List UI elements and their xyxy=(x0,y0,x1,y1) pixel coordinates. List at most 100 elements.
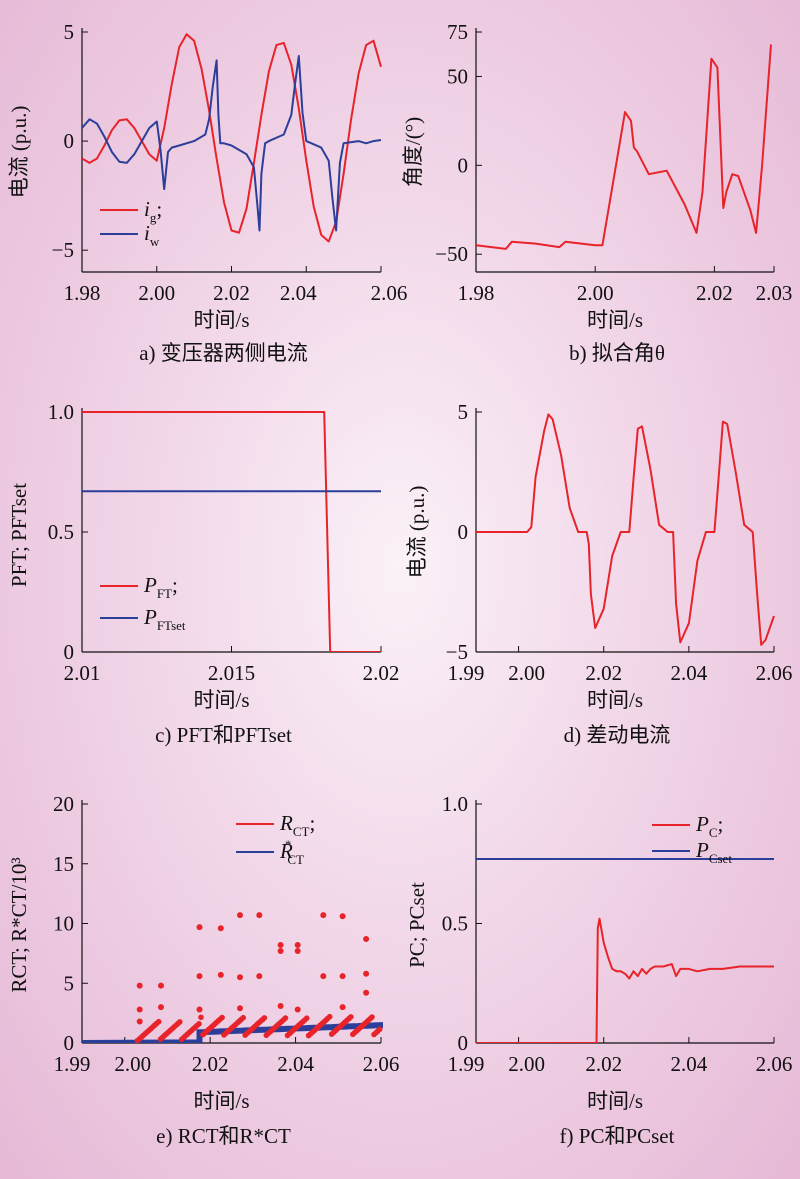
rct-point xyxy=(155,1018,162,1025)
rct-point xyxy=(376,1026,383,1033)
y-tick-label: 0 xyxy=(64,129,75,153)
x-tick-label: 1.99 xyxy=(448,661,485,685)
rct-outlier-point xyxy=(237,1005,243,1012)
legend-label-a-0: ig; xyxy=(144,197,162,225)
legend-symbol: R xyxy=(279,839,293,863)
x-tick-label: 2.04 xyxy=(670,1052,707,1076)
rct-outlier-point xyxy=(277,1003,284,1009)
y-tick-label: 0 xyxy=(64,640,75,664)
y-tick-label: 5 xyxy=(64,20,75,44)
chart-d: −5 0 5 1.99 2.00 2.02 2.04 2.06 时间/s d) 差动电流 电流 (p… xyxy=(405,400,792,747)
legend-label-a-1: iw xyxy=(144,221,160,249)
x-tick-label: 2.04 xyxy=(670,661,707,685)
x-axis-label: 时间/s xyxy=(587,308,643,332)
y-tick-label: 5 xyxy=(64,971,75,995)
y-tick-label: −50 xyxy=(435,242,468,266)
x-tick-label: 2.02 xyxy=(585,661,622,685)
rct-point xyxy=(348,1014,354,1020)
chart-a: −5 0 5 1.98 2.00 2.02 2.04 2.06 时间/s a) 变压器两侧电流 电流… xyxy=(7,20,407,365)
y-tick-label: 50 xyxy=(447,64,468,88)
x-tick-label: 1.99 xyxy=(54,1052,91,1076)
chart-f: 0 0.5 1.0 1.99 2.00 2.02 2.04 2.06 时间/s f) PC和PCs… xyxy=(405,792,792,1148)
legend-subscript: FTset xyxy=(157,618,186,633)
series-line-f-1 xyxy=(476,917,774,1043)
rct-outlier-point xyxy=(217,925,224,932)
x-tick-label: 2.02 xyxy=(363,661,400,685)
series-line-a-1 xyxy=(82,33,382,243)
x-tick-label: 2.00 xyxy=(577,281,614,305)
rct-outlier-point xyxy=(294,948,301,954)
legend-sep: ; xyxy=(309,811,315,835)
x-tick-label: 2.02 xyxy=(192,1052,229,1076)
x-tick-label: 2.00 xyxy=(508,661,545,685)
y-axis-label: 角度/(°) xyxy=(401,117,425,187)
x-axis-label: 时间/s xyxy=(193,1089,249,1113)
rct-outlier-point xyxy=(363,936,370,942)
rct-outlier-point xyxy=(320,912,327,919)
legend-subscript: Cset xyxy=(709,851,733,866)
x-tick-label: 2.06 xyxy=(756,1052,793,1076)
legend-symbol: P xyxy=(143,605,157,629)
x-tick-label: 2.00 xyxy=(138,281,175,305)
legend-subscript: CT xyxy=(287,852,304,867)
x-tick-label: 2.02 xyxy=(213,281,250,305)
legend-symbol: i xyxy=(144,197,150,221)
rct-outlier-point xyxy=(136,982,143,989)
rct-outlier-point xyxy=(158,982,164,989)
rct-outlier-point xyxy=(196,924,203,931)
chart-b: −50 0 50 75 1.98 2.00 2.02 2.03 时间/s b) 拟合角θ 角度/(°… xyxy=(401,20,792,365)
x-tick-label: 2.00 xyxy=(508,1052,545,1076)
panel-caption: c) PFT和PFTset xyxy=(155,723,292,747)
rct-outlier-point xyxy=(363,970,370,977)
y-tick-label: 15 xyxy=(53,852,74,876)
rct-outlier-point xyxy=(294,942,301,948)
x-tick-label: 1.98 xyxy=(458,281,495,305)
rct-outlier-point xyxy=(217,971,224,978)
rct-outlier-point xyxy=(320,973,327,980)
x-tick-label: 2.015 xyxy=(208,661,255,685)
y-tick-label: 20 xyxy=(53,792,74,816)
rct-outlier-point xyxy=(196,973,203,980)
x-tick-label: 1.98 xyxy=(64,281,101,305)
legend-label-f-0: PC; xyxy=(695,812,723,840)
y-axis-label: PC; PCset xyxy=(405,882,429,968)
panel-caption: e) RCT和R*CT xyxy=(156,1124,291,1148)
rct-outlier-point xyxy=(136,1018,143,1025)
y-tick-label: 1.0 xyxy=(48,400,74,424)
rct-outlier-point xyxy=(196,1006,203,1013)
rct-outlier-point xyxy=(256,912,263,919)
y-tick-label: 0 xyxy=(64,1031,75,1055)
y-tick-label: 0 xyxy=(458,520,469,544)
legend-symbol: P xyxy=(695,838,709,862)
rct-outlier-point xyxy=(339,1004,346,1011)
rct-point xyxy=(177,1019,183,1025)
y-tick-label: 10 xyxy=(53,912,74,936)
rct-point xyxy=(282,1015,289,1021)
x-tick-label: 1.99 xyxy=(448,1052,485,1076)
x-axis-label: 时间/s xyxy=(193,308,249,332)
x-axis-label: 时间/s xyxy=(587,1089,643,1113)
legend-label-c-1: PFTset xyxy=(143,605,186,633)
legend-sep: ; xyxy=(172,573,178,597)
legend-label-e-0: RCT; xyxy=(279,811,315,839)
panel-caption: d) 差动电流 xyxy=(564,723,671,747)
x-tick-label: 2.06 xyxy=(371,281,408,305)
x-axis-label: 时间/s xyxy=(193,688,249,712)
x-tick-label: 2.03 xyxy=(756,281,793,305)
y-tick-label: 0.5 xyxy=(442,912,468,936)
rct-outlier-point xyxy=(363,989,370,996)
legend-symbol: i xyxy=(144,221,150,245)
panel-caption: a) 变压器两侧电流 xyxy=(139,341,308,365)
y-tick-label: 75 xyxy=(447,20,468,44)
legend-symbol: P xyxy=(143,573,157,597)
legend-label-f-1: PCset xyxy=(695,838,732,866)
x-tick-label: 2.00 xyxy=(114,1052,151,1076)
legend-sep: ; xyxy=(718,812,724,836)
x-tick-label: 2.04 xyxy=(277,1052,314,1076)
panel-caption: f) PC和PCset xyxy=(560,1124,675,1148)
panel-caption: b) 拟合角θ xyxy=(569,341,665,365)
rct-outlier-point xyxy=(237,912,243,919)
rct-point xyxy=(303,1015,310,1021)
x-tick-label: 2.04 xyxy=(280,281,317,305)
